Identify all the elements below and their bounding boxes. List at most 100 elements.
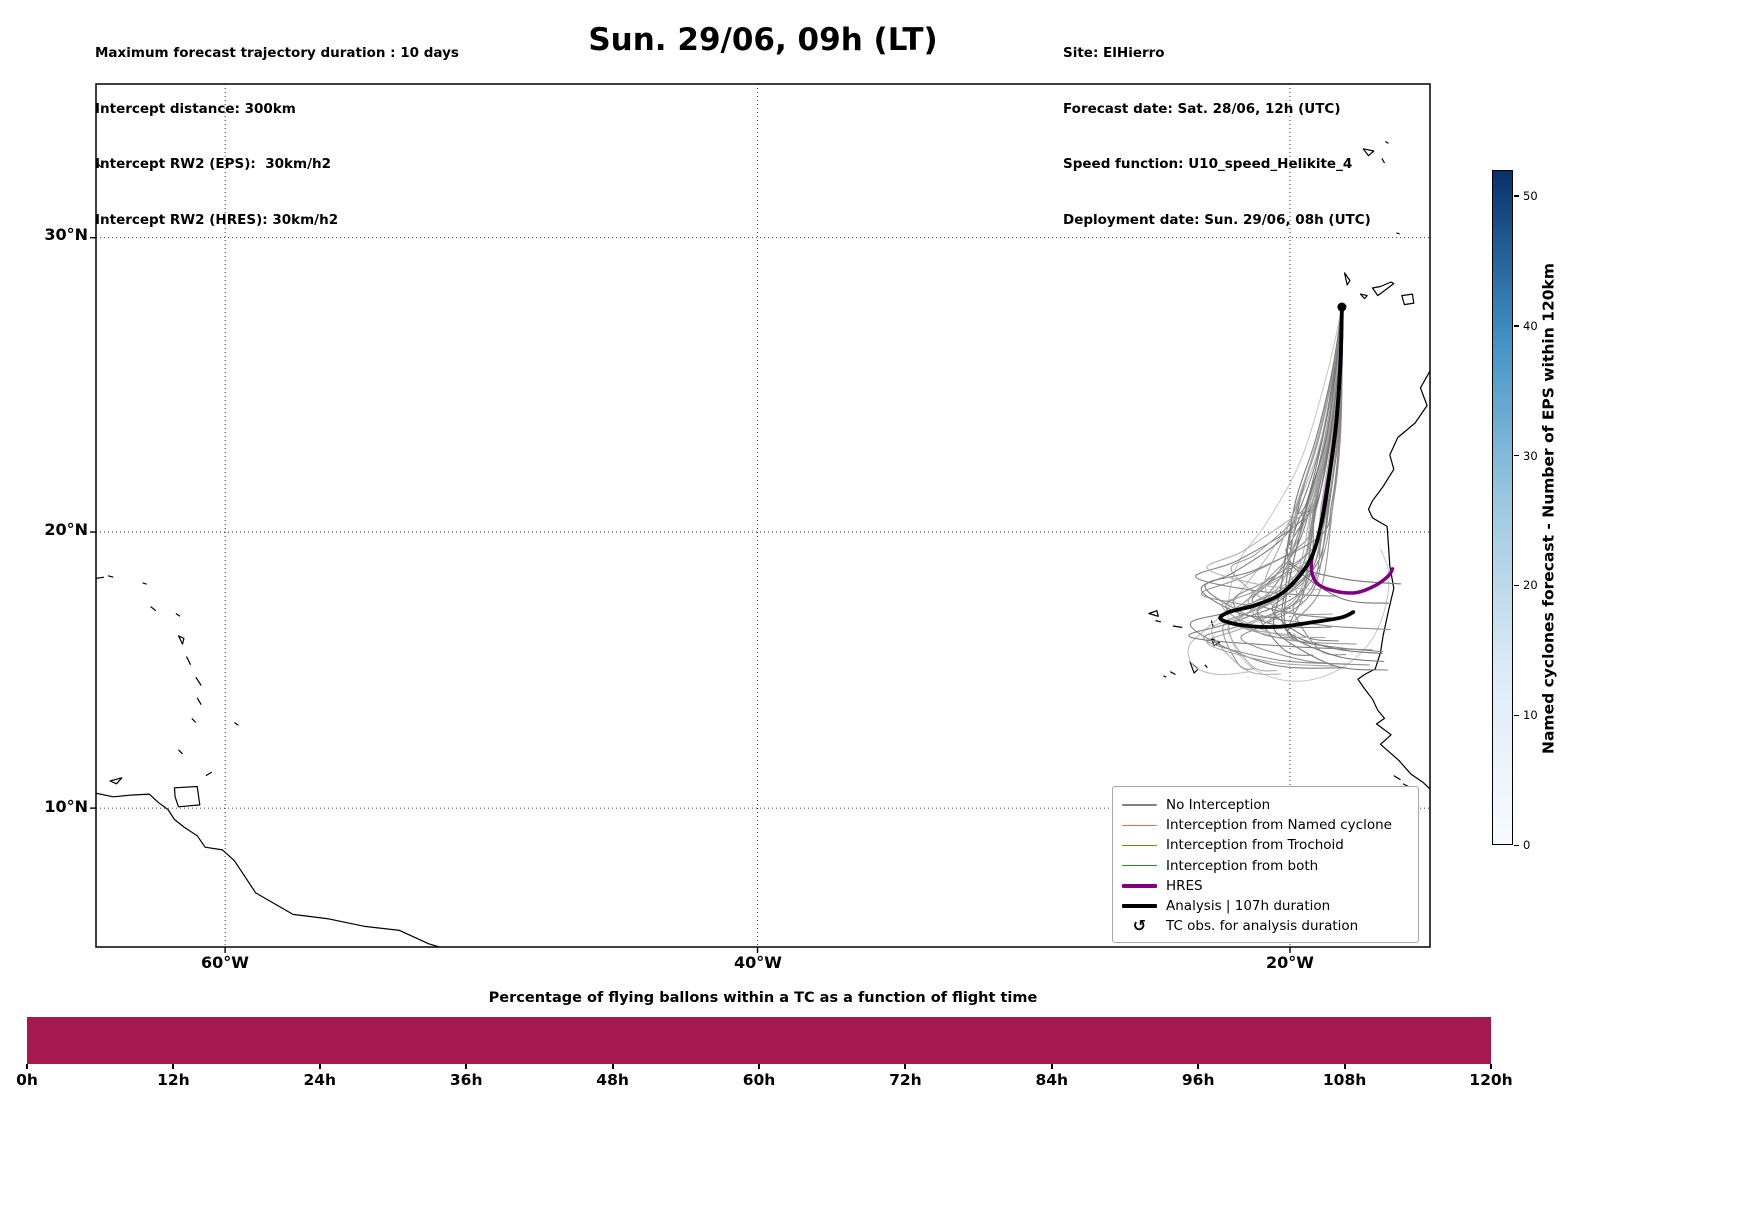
legend-line-sample [1122,864,1157,867]
coastline-venezuela-guiana-coast [96,792,440,947]
colorbar-tick-label: 0 [1523,838,1531,852]
coastline-margarita [109,777,123,785]
colorbar-tick-label: 20 [1523,578,1538,593]
flight-axis-tick [904,1064,907,1069]
flight-axis-tick-label: 108h [1322,1071,1367,1089]
flight-percentage-bar [27,1017,1491,1064]
legend-line-sample [1122,844,1157,847]
legend-entry: Interception from both [1122,856,1412,876]
flight-axis-tick [758,1064,760,1069]
flight-axis-tick-label: 120h [1469,1071,1513,1089]
colorbar [1492,170,1513,845]
legend-entry: No Interception [1122,795,1412,815]
legend-label: Analysis | 107h duration [1166,898,1331,915]
flight-axis-tick-label: 84h [1035,1071,1069,1089]
coastline-cape-verde-santo-antao [1148,610,1159,617]
flight-axis-tick-label: 12h [157,1071,190,1089]
flight-axis-tick-label: 24h [303,1071,337,1089]
coastline-anguilla-area [142,582,147,585]
coastline-cape-verde-brava [1163,675,1167,678]
legend-line [1122,864,1157,867]
legend-line-sample [1122,804,1157,806]
legend: No Interception Interception from Named c… [1112,786,1419,944]
ensemble-track [1206,307,1343,591]
annotation-line: Maximum forecast trajectory duration : 1… [95,45,459,61]
map-frame [95,83,1431,948]
ensemble-track [1283,307,1385,663]
colorbar-tick-label: 50 [1523,188,1538,203]
coastline-tobago [205,771,213,777]
legend-entry: HRES [1122,876,1412,896]
flight-axis-tick-label: 60h [742,1071,776,1089]
tc-obs-marker-icon: ↺ [1132,916,1147,936]
coastline-trinidad [173,785,201,808]
figure-title: Sun. 29/06, 09h (LT) [588,22,938,58]
legend-label: Interception from both [1166,857,1319,874]
colorbar-tick [1514,325,1519,327]
coastline-cape-verde-santiago [1189,661,1199,674]
coastline-barbados [234,722,239,726]
colorbar-tick [1514,844,1519,846]
x-tick-label-60w: 60°W [201,953,249,972]
legend-entry: Interception from Named cyclone [1122,815,1412,835]
flight-axis-tick-label: 0h [16,1071,38,1089]
ensemble-track [1287,307,1343,603]
legend-line-sample [1122,824,1157,827]
annotation-line: Intercept RW2 (HRES): 30km/h2 [95,211,339,228]
legend-label: No Interception [1166,797,1271,814]
coastline-canary-la-palma [1343,272,1351,286]
ensemble-track [1292,307,1347,656]
legend-line [1122,824,1157,827]
legend-line [1122,883,1157,888]
coastline-guadeloupe [177,635,185,645]
flight-axis-tick [1343,1064,1346,1069]
flight-axis-tick-label: 96h [1181,1071,1215,1089]
flight-chart-title: Percentage of flying ballons within a TC… [488,990,1038,1006]
coastline-canary-fuerteventura [1436,277,1449,297]
flight-axis-tick [1197,1064,1200,1069]
ensemble-track [1230,307,1343,616]
coastline-martinique [195,676,202,686]
legend-line [1122,904,1157,909]
annotation-line: Site: ElHierro [1063,45,1165,61]
colorbar-tick [1514,195,1519,197]
flight-axis-tick [1050,1064,1053,1069]
colorbar-label: Named cyclones forecast - Number of EPS … [1539,263,1558,754]
coastline-porto-santo [1384,140,1389,144]
flight-axis-tick [1490,1064,1492,1069]
ensemble-outlier-track [1187,307,1343,676]
flight-axis-tick-label: 36h [449,1071,483,1089]
annotation-line: Intercept distance: 300km [95,100,296,117]
flight-axis-tick-label: 48h [596,1071,629,1089]
y-tick-label-30n: 30°N [44,225,88,244]
legend-entry: ↺ TC obs. for analysis duration [1122,916,1412,936]
coastline-virgin-islands [107,575,114,578]
coastline-west-africa-coast [1357,369,1430,790]
legend-line [1122,844,1157,847]
legend-label: Interception from Named cyclone [1166,817,1392,834]
flight-axis-tick-label: 72h [889,1071,922,1089]
legend-label: Interception from Trochoid [1166,837,1344,854]
flight-axis-tick [465,1064,468,1069]
y-tick-label-10n: 10°N [44,797,88,816]
coastline-canary-tenerife [1371,281,1395,297]
colorbar-tick [1514,455,1519,457]
coastline-cape-verde-sao-nicolau [1172,625,1183,628]
flight-axis-tick [172,1064,175,1069]
coastline-selvagens [1396,232,1400,235]
coastline-st-kitts [150,606,157,612]
annotation-line: Speed function: U10_speed_Helikite_4 [1063,156,1353,172]
colorbar-tick-label: 30 [1523,448,1538,463]
coastline-canary-la-gomera [1359,293,1368,300]
coastline-bermuda [96,161,102,168]
run-parameters-annotation: Maximum forecast trajectory duration : 1… [95,7,459,266]
coastline-desertas [1381,158,1386,164]
coastline-dominica [185,656,192,666]
x-tick-label-20w: 20°W [1266,953,1314,972]
coastline-madeira [1362,148,1375,157]
coastline-grenada [178,749,183,755]
coastline-bijagos-1 [1393,775,1401,781]
legend-line-sample [1122,904,1157,909]
